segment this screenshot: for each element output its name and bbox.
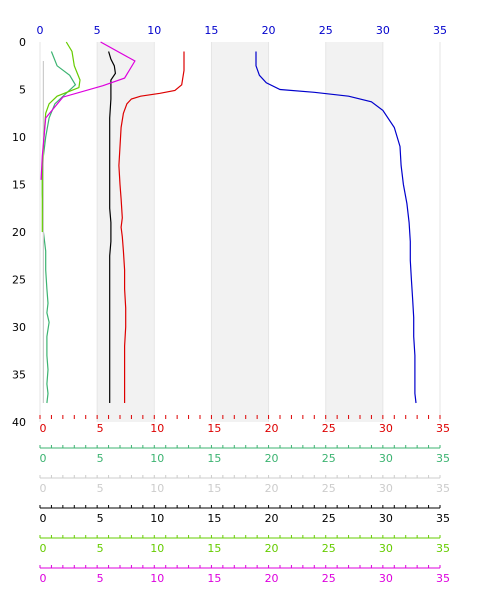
series-line — [118, 51, 185, 403]
y-tick-label: 30 — [12, 321, 26, 334]
x-tick-label: 5 — [97, 482, 104, 495]
x-axis-bottom-red: 0 5 10 15 20 25 30 35 — [39, 415, 450, 435]
x-tick-label: 10 — [150, 482, 164, 495]
x-tick-label: 15 — [207, 482, 221, 495]
series-line — [41, 51, 77, 404]
x-tick-label: 25 — [322, 422, 336, 435]
x-tick-label: 35 — [436, 542, 450, 555]
x-tick-label: 20 — [265, 482, 279, 495]
y-tick-label: 0 — [19, 36, 26, 49]
x-tick-label: 30 — [379, 482, 393, 495]
x-tick-label: 35 — [436, 422, 450, 435]
x-tick-label: 0 — [40, 542, 47, 555]
x-tick-label: 10 — [147, 24, 161, 37]
x-tick-label: 10 — [150, 422, 164, 435]
x-axis-bottom-seagreen: 0 5 10 15 20 25 30 35 — [39, 445, 450, 465]
x-tick-label: 0 — [40, 512, 47, 525]
background-bands — [39, 42, 441, 422]
x-tick-label: 20 — [265, 542, 279, 555]
x-tick-label: 10 — [150, 452, 164, 465]
y-tick-label: 5 — [19, 84, 26, 97]
x-tick-label: 20 — [265, 422, 279, 435]
x-tick-label: 5 — [97, 512, 104, 525]
x-tick-label: 30 — [379, 542, 393, 555]
x-tick-label: 25 — [322, 452, 336, 465]
x-tick-label: 35 — [433, 24, 447, 37]
x-tick-label: 35 — [436, 452, 450, 465]
x-tick-label: 15 — [207, 452, 221, 465]
y-tick-label: 25 — [12, 274, 26, 287]
x-axis-bottom-black: 0 5 10 15 20 25 30 35 — [39, 505, 450, 525]
depth-axis: 0 5 10 15 20 25 30 35 40 — [12, 36, 26, 429]
x-tick-label: 20 — [265, 512, 279, 525]
x-tick-label: 10 — [150, 572, 164, 585]
background-band — [97, 42, 155, 422]
x-tick-label: 5 — [97, 542, 104, 555]
x-tick-label: 5 — [97, 422, 104, 435]
y-tick-label: 20 — [12, 226, 26, 239]
x-axis-bottom-lightgray: 0 5 10 15 20 25 30 35 — [39, 475, 450, 495]
x-tick-label: 35 — [436, 512, 450, 525]
x-tick-label: 30 — [379, 572, 393, 585]
data-series — [40, 41, 417, 404]
y-tick-label: 10 — [12, 131, 26, 144]
x-tick-label: 0 — [40, 452, 47, 465]
x-tick-label: 25 — [322, 572, 336, 585]
series-line — [108, 51, 117, 403]
x-tick-label: 10 — [150, 512, 164, 525]
y-tick-label: 35 — [12, 369, 26, 382]
x-tick-label: 10 — [150, 542, 164, 555]
x-tick-label: 25 — [322, 512, 336, 525]
x-tick-label: 30 — [379, 512, 393, 525]
x-tick-label: 35 — [436, 572, 450, 585]
x-tick-label: 30 — [376, 24, 390, 37]
series-line — [40, 41, 136, 180]
x-tick-label: 20 — [265, 452, 279, 465]
x-tick-label: 5 — [97, 452, 104, 465]
x-tick-label: 15 — [207, 512, 221, 525]
x-tick-label: 15 — [204, 24, 218, 37]
x-tick-label: 30 — [379, 422, 393, 435]
x-tick-label: 5 — [97, 572, 104, 585]
x-tick-label: 15 — [207, 572, 221, 585]
background-band — [211, 42, 269, 422]
x-tick-label: 25 — [322, 482, 336, 495]
x-tick-label: 35 — [436, 482, 450, 495]
x-tick-label: 30 — [379, 452, 393, 465]
x-tick-label: 0 — [40, 422, 47, 435]
x-axis-top-blue: 0 5 10 15 20 25 30 35 — [37, 24, 448, 37]
x-axis-bottom-limegreen: 0 5 10 15 20 25 30 35 — [39, 535, 450, 555]
x-tick-label: 0 — [40, 572, 47, 585]
x-tick-label: 0 — [40, 482, 47, 495]
x-tick-label: 25 — [322, 542, 336, 555]
y-tick-label: 40 — [12, 416, 26, 429]
x-tick-label: 20 — [262, 24, 276, 37]
x-tick-label: 15 — [207, 422, 221, 435]
x-tick-label: 20 — [265, 572, 279, 585]
background-band — [325, 42, 383, 422]
y-tick-label: 15 — [12, 179, 26, 192]
x-tick-label: 5 — [94, 24, 101, 37]
x-tick-label: 25 — [319, 24, 333, 37]
x-tick-label: 15 — [207, 542, 221, 555]
series-line — [41, 41, 81, 232]
series-line — [255, 51, 417, 404]
x-axis-bottom-magenta: 0 5 10 15 20 25 30 35 — [39, 565, 450, 585]
x-axes: 0 5 10 15 20 25 30 35 0 5 10 15 20 25 30 35 0 5 10 15 20 25 30… — [37, 24, 451, 585]
x-tick-label: 0 — [37, 24, 44, 37]
